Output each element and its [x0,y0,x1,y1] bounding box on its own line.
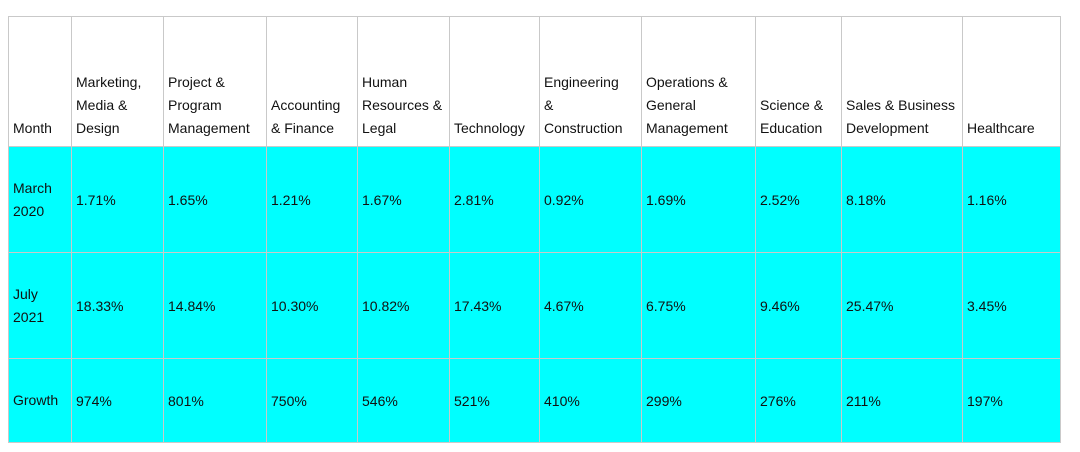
header-marketing-media-design: Marketing, Media & Design [71,16,164,147]
value-cell: 1.67% [357,146,450,253]
header-project-program-management: Project & Program Management [163,16,267,147]
value-cell: 1.69% [641,146,756,253]
value-cell: 410% [539,358,642,443]
month-cell: July 2021 [8,252,72,359]
table-row: March 2020 1.71% 1.65% 1.21% 1.67% 2.81% 0.92% 1… [8,146,1061,253]
header-month: Month [8,16,72,147]
month-cell: March 2020 [8,146,72,253]
header-healthcare: Healthcare [962,16,1061,147]
value-cell: 2.52% [755,146,842,253]
value-cell: 25.47% [841,252,963,359]
value-cell: 546% [357,358,450,443]
header-operations-general-management: Operations & General Management [641,16,756,147]
value-cell: 1.65% [163,146,267,253]
header-row: Month Marketing, Media & Design Project & P… [8,16,1061,147]
value-cell: 17.43% [449,252,540,359]
value-cell: 974% [71,358,164,443]
value-cell: 18.33% [71,252,164,359]
value-cell: 750% [266,358,358,443]
table-row: Growth 974% 801% 750% 546% 521% 410% 299% 276% 21… [8,358,1061,443]
value-cell: 3.45% [962,252,1061,359]
table-row: July 2021 18.33% 14.84% 10.30% 10.82% 17.43% 4.… [8,252,1061,359]
value-cell: 276% [755,358,842,443]
value-cell: 10.30% [266,252,358,359]
header-engineering-construction: Engineering & Construction [539,16,642,147]
header-sales-business-development: Sales & Business Development [841,16,963,147]
value-cell: 4.67% [539,252,642,359]
value-cell: 2.81% [449,146,540,253]
value-cell: 211% [841,358,963,443]
header-science-education: Science & Education [755,16,842,147]
header-technology: Technology [449,16,540,147]
growth-table: Month Marketing, Media & Design Project & P… [8,16,1061,443]
value-cell: 1.21% [266,146,358,253]
value-cell: 0.92% [539,146,642,253]
value-cell: 9.46% [755,252,842,359]
value-cell: 197% [962,358,1061,443]
value-cell: 10.82% [357,252,450,359]
value-cell: 801% [163,358,267,443]
month-cell: Growth [8,358,72,443]
value-cell: 1.16% [962,146,1061,253]
value-cell: 521% [449,358,540,443]
value-cell: 299% [641,358,756,443]
value-cell: 1.71% [71,146,164,253]
value-cell: 8.18% [841,146,963,253]
header-human-resources-legal: Human Resources & Legal [357,16,450,147]
value-cell: 6.75% [641,252,756,359]
value-cell: 14.84% [163,252,267,359]
header-accounting-finance: Accounting & Finance [266,16,358,147]
